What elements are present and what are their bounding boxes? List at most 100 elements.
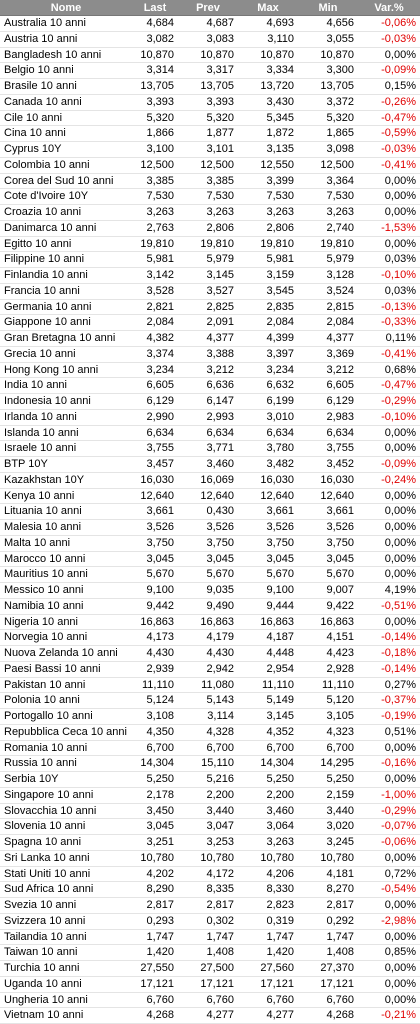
bond-name: Mauritius 10 anni (4, 568, 88, 581)
table-row: Romania 10 anni 6,700 6,700 6,700 6,700 0,00% (0, 741, 420, 757)
value-cell: 3,755 (146, 442, 174, 455)
table-row: Belgio 10 anni 3,314 3,317 3,334 3,300 -0,09% (0, 63, 420, 79)
value-cell: 3,393 (206, 95, 234, 108)
value-cell: 10,870 (320, 48, 354, 61)
value-cell: 5,670 (326, 568, 354, 581)
value-cell: -0,10% (381, 269, 416, 281)
value-cell: 3,750 (266, 536, 294, 549)
value-cell: -0,03% (381, 143, 416, 155)
value-cell: 4,448 (266, 647, 294, 659)
value-cell: 5,979 (326, 253, 354, 266)
value-cell: -0,06% (381, 17, 416, 29)
bond-name: Nuova Zelanda 10 anni (4, 647, 118, 659)
value-cell: 4,172 (206, 867, 234, 880)
value-cell: 16,863 (200, 615, 234, 628)
value-cell: 2,806 (206, 221, 234, 234)
value-cell: -0,41% (381, 158, 416, 171)
value-cell: 0,00% (384, 536, 416, 549)
value-cell: 3,430 (266, 95, 294, 108)
value-cell: 4,328 (206, 725, 234, 738)
value-cell: 12,640 (320, 489, 354, 502)
bond-name: Slovacchia 10 anni (4, 804, 97, 817)
value-cell: 3,460 (266, 804, 294, 817)
table-row: Giappone 10 anni 2,084 2,091 2,084 2,084 -0,3… (0, 315, 420, 331)
table-row: Tailandia 10 anni 1,747 1,747 1,747 1,747 0,0… (0, 930, 420, 946)
value-cell: 3,234 (266, 363, 294, 376)
bond-name: Serbia 10Y (4, 773, 59, 785)
value-cell: 13,705 (200, 80, 234, 92)
value-cell: 6,129 (326, 395, 354, 407)
value-cell: -0,37% (381, 694, 416, 707)
value-cell: 5,124 (146, 694, 174, 707)
value-cell: 14,304 (140, 757, 174, 770)
value-cell: 2,928 (326, 662, 354, 675)
header-cell: Max (257, 2, 279, 14)
value-cell: 0,72% (384, 867, 416, 880)
value-cell: 3,100 (146, 143, 174, 155)
table-row: Marocco 10 anni 3,045 3,045 3,045 3,045 0,00% (0, 552, 420, 568)
table-row: Mauritius 10 anni 5,670 5,670 5,670 5,670 0,0… (0, 567, 420, 583)
value-cell: 0,15% (384, 80, 416, 92)
table-row: Cyprus 10Y 3,100 3,101 3,135 3,098 -0,03% (0, 142, 420, 158)
value-cell: 3,482 (266, 458, 294, 470)
value-cell: 6,634 (326, 426, 354, 439)
value-cell: 0,68% (384, 363, 416, 376)
value-cell: 2,835 (266, 300, 294, 313)
table-row: Filippine 10 anni 5,981 5,979 5,981 5,979 0,0… (0, 252, 420, 268)
value-cell: 2,823 (266, 899, 294, 911)
value-cell: 0,51% (384, 725, 416, 738)
value-cell: 6,760 (206, 993, 234, 1006)
value-cell: 10,870 (260, 48, 294, 61)
value-cell: 12,640 (200, 489, 234, 502)
header-cell: Var.% (374, 2, 404, 14)
value-cell: 2,939 (146, 662, 174, 675)
value-cell: 2,942 (206, 662, 234, 675)
value-cell: 2,159 (326, 788, 354, 801)
value-cell: 3,750 (326, 536, 354, 549)
value-cell: -0,33% (381, 316, 416, 329)
table-row: Messico 10 anni 9,100 9,035 9,100 9,007 4,19% (0, 583, 420, 599)
value-cell: 4,187 (266, 631, 294, 644)
table-row: Norvegia 10 anni 4,173 4,179 4,187 4,151 -0,1… (0, 630, 420, 646)
value-cell: 10,870 (200, 48, 234, 61)
value-cell: 5,120 (326, 694, 354, 707)
value-cell: 3,263 (326, 206, 354, 218)
value-cell: 1,872 (266, 127, 294, 140)
value-cell: 27,560 (260, 962, 294, 974)
value-cell: 15,110 (201, 757, 234, 770)
header-cell: Last (143, 2, 167, 14)
table-row: Francia 10 anni 3,528 3,527 3,545 3,524 0,03% (0, 284, 420, 300)
value-cell: 4,693 (266, 17, 294, 29)
table-row: Turchia 10 anni 27,550 27,500 27,560 27,370 0… (0, 961, 420, 977)
bond-name: Vietnam 10 anni (4, 1009, 84, 1022)
value-cell: 2,815 (326, 300, 354, 313)
bond-name: Paesi Bassi 10 anni (4, 662, 101, 675)
table-row: Nigeria 10 anni 16,863 16,863 16,863 16,863 0… (0, 615, 420, 631)
value-cell: 27,550 (140, 962, 174, 974)
value-cell: 3,114 (207, 710, 234, 722)
bond-name: Lituania 10 anni (4, 505, 82, 518)
table-row: Irlanda 10 anni 2,990 2,993 3,010 2,983 -0,10… (0, 410, 420, 426)
value-cell: 12,500 (200, 158, 234, 171)
value-cell: 5,981 (266, 253, 294, 266)
value-cell: 3,317 (206, 64, 234, 77)
value-cell: 3,082 (146, 32, 174, 45)
table-row: Namibia 10 anni 9,442 9,490 9,444 9,422 -0,51… (0, 599, 420, 615)
value-cell: 1,408 (206, 946, 234, 959)
value-cell: -0,47% (381, 111, 416, 124)
bond-name: Slovenia 10 anni (4, 820, 86, 833)
value-cell: 0,11% (385, 332, 416, 344)
value-cell: 6,700 (206, 741, 234, 754)
table-row: Bangladesh 10 anni 10,870 10,870 10,870 10,8… (0, 48, 420, 64)
table-row: Gran Bretagna 10 anni 4,382 4,377 4,399 4,37… (0, 331, 420, 347)
bond-name: Germania 10 anni (4, 300, 92, 313)
value-cell: -0,06% (381, 836, 416, 848)
value-cell: 6,147 (206, 395, 234, 407)
bond-name: Danimarca 10 anni (4, 221, 97, 234)
value-cell: 3,212 (326, 363, 354, 376)
bond-name: Brasile 10 anni (4, 80, 77, 92)
value-cell: 6,636 (206, 379, 234, 392)
value-cell: 5,670 (146, 568, 174, 581)
bond-name: Cote d'Ivoire 10Y (4, 190, 89, 203)
